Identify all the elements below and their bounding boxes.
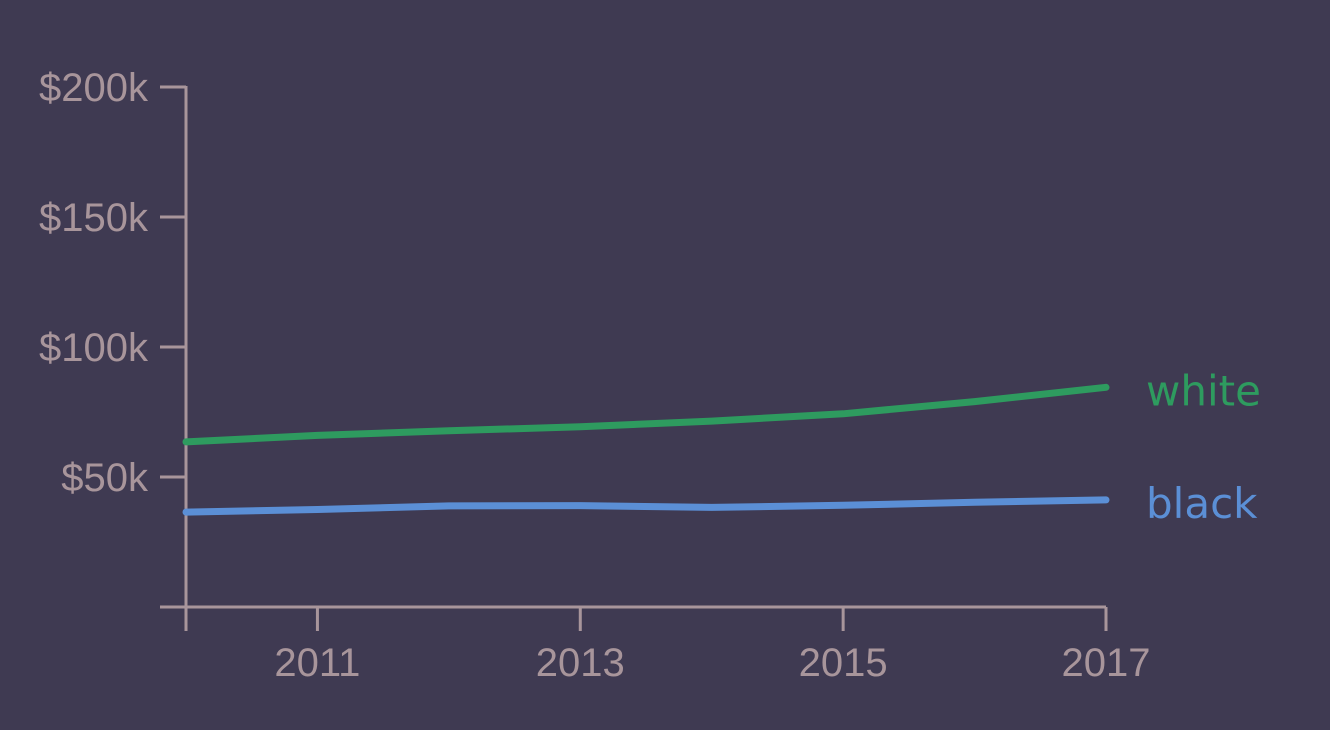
x-tick-label: 2015 <box>799 641 888 685</box>
y-tick-label: $150k <box>39 196 149 240</box>
y-tick-label: $200k <box>39 66 149 110</box>
x-tick-label: 2013 <box>536 641 625 685</box>
x-ticks: 2011 2013 2015 2017 <box>184 607 1151 685</box>
series-label-black: black <box>1146 479 1258 528</box>
x-tick-label: 2017 <box>1062 641 1151 685</box>
axes <box>160 86 1106 609</box>
y-tick-label: $100k <box>39 326 149 370</box>
series-group <box>182 383 1110 516</box>
series-label-white: white <box>1146 366 1261 415</box>
series-line-black <box>182 496 1110 516</box>
y-tick-label: $50k <box>61 456 149 500</box>
x-tick-label: 2011 <box>274 641 360 685</box>
series-labels: white black <box>1146 366 1261 528</box>
y-ticks: $50k $100k $150k $200k <box>39 66 186 500</box>
series-line-white <box>182 383 1110 446</box>
